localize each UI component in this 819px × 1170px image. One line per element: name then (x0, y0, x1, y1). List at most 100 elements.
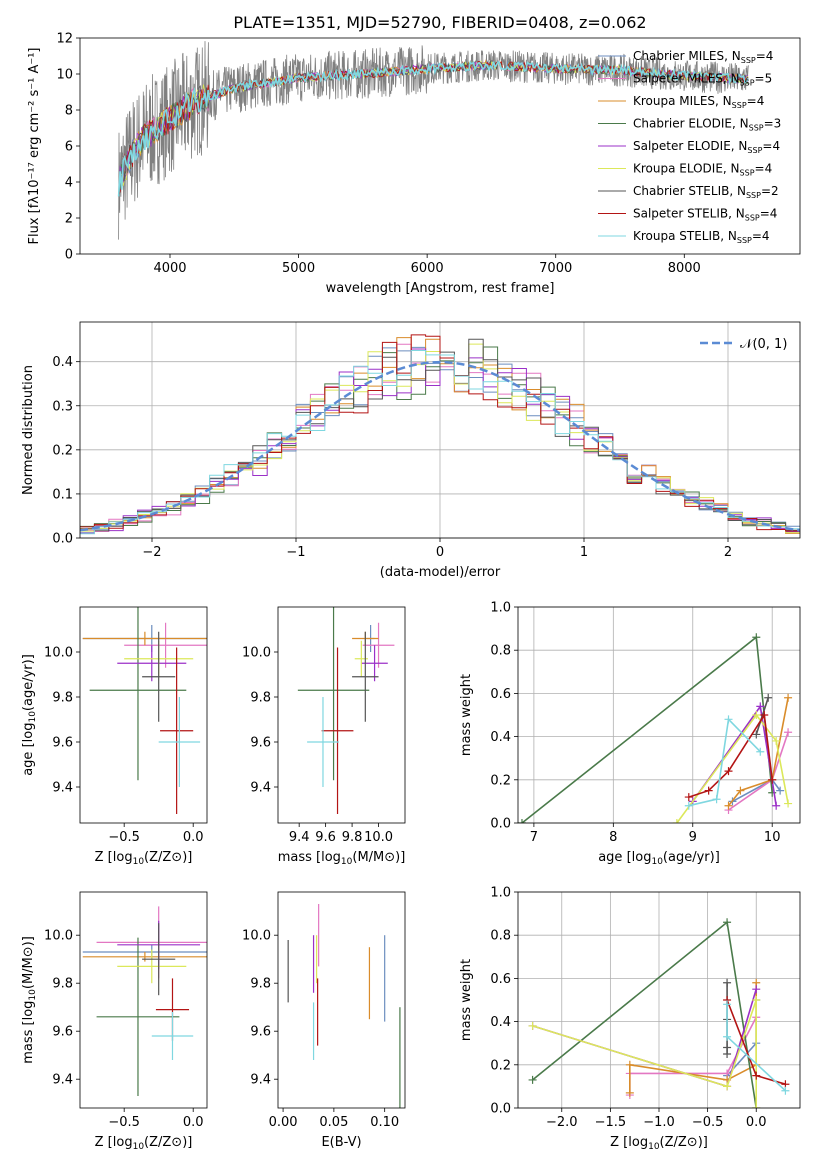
legend-label: Kroupa MILES, NSSP=4 (633, 94, 764, 110)
weight-marker (625, 1088, 634, 1097)
x-tick-label: 6000 (411, 261, 444, 276)
weight-marker (752, 730, 761, 739)
x-tick-label: 0.0 (183, 1115, 204, 1130)
weight-vs-metallicity-panel: −2.0 −1.5 −1.0 −0.5 0.0 0.0 0.2 0.4 0.6 0.8 1.0 Z [… (459, 886, 801, 1152)
axes-frame (79, 37, 801, 255)
legend-label: Kroupa ELODIE, NSSP=4 (633, 162, 772, 178)
y-tick-label: 10.0 (242, 929, 271, 944)
x-tick-label: 0.10 (370, 1115, 399, 1130)
weight-marker (760, 711, 769, 719)
x-tick-label: −0.5 (108, 830, 140, 845)
x-tick-label: −0.5 (108, 1115, 140, 1130)
weight-marker (752, 1071, 761, 1080)
weight-marker (772, 736, 781, 745)
figure-title: PLATE=1351, MJD=52790, FIBERID=0408, z=0… (233, 13, 646, 32)
model-spectrum-line (117, 60, 749, 197)
y-tick-label: 0.4 (490, 730, 511, 745)
y-tick-label: 0.2 (490, 773, 511, 788)
x-tick-label: 8000 (668, 261, 701, 276)
axes-frame (79, 606, 208, 824)
x-tick-label: 0 (436, 545, 444, 560)
plot-area (528, 918, 790, 1108)
y-tick-label: 1.0 (490, 601, 511, 616)
x-tick-label: 9.6 (315, 830, 336, 845)
y-tick-label: 0.3 (52, 399, 73, 414)
legend-label: Chabrier ELODIE, NSSP=3 (633, 117, 781, 133)
weight-marker (772, 801, 781, 810)
y-tick-label: 0.1 (52, 487, 73, 502)
legend-label: Chabrier MILES, NSSP=4 (633, 49, 773, 65)
weight-marker (724, 767, 733, 776)
weight-marker (784, 799, 793, 808)
y-tick-label: 2 (65, 212, 73, 227)
mass-vs-ebv-panel: 0.00 0.05 0.10 9.4 9.6 9.8 10.0 E(B-V) (242, 891, 406, 1150)
x-tick-label: 9.4 (289, 830, 310, 845)
x-axis-label: wavelength [Angstrom, rest frame] (326, 281, 555, 296)
weight-line (532, 999, 757, 1108)
weight-marker (764, 693, 773, 702)
y-tick-label: 4 (65, 176, 73, 191)
x-tick-label: 0.05 (319, 1115, 348, 1130)
x-tick-label: 0.0 (183, 830, 204, 845)
y-tick-label: 9.4 (52, 781, 73, 796)
x-tick-label: 2 (724, 545, 732, 560)
y-tick-label: 9.4 (52, 1073, 73, 1088)
weight-marker (704, 786, 713, 795)
weight-line (727, 697, 789, 807)
y-tick-label: 1.0 (490, 886, 511, 901)
x-tick-label: 0.0 (746, 1115, 767, 1130)
y-tick-label: 0 (65, 248, 73, 263)
axes-frame (517, 606, 801, 824)
y-tick-label: 0.8 (490, 929, 511, 944)
y-tick-label: 0.2 (52, 443, 73, 458)
y-tick-label: 9.6 (250, 736, 271, 751)
weight-marker (752, 1104, 761, 1108)
legend-label: Chabrier STELIB, NSSP=2 (633, 184, 779, 200)
x-axis-label: Z [log10(Z/Z⊙)] (95, 850, 193, 867)
y-tick-label: 8 (65, 104, 73, 119)
axes-frame (79, 891, 208, 1109)
weight-marker (752, 633, 761, 642)
y-tick-label: 9.8 (52, 691, 73, 706)
weight-marker (756, 747, 765, 756)
y-tick-label: 0.4 (52, 355, 73, 370)
weight-line (532, 920, 757, 1108)
x-tick-label: 8 (609, 830, 617, 845)
weight-marker (712, 795, 721, 804)
weight-marker (752, 711, 761, 719)
x-tick-label: −0.5 (692, 1115, 724, 1130)
x-tick-label: 10.0 (364, 830, 393, 845)
y-tick-label: 10 (56, 68, 73, 83)
weight-marker (736, 786, 745, 795)
plot-area (80, 334, 800, 535)
x-tick-label: −2 (142, 545, 161, 560)
weight-marker (756, 702, 765, 711)
weight-marker (724, 715, 733, 724)
weight-marker (723, 1082, 732, 1091)
axes-frame (517, 891, 801, 1109)
y-tick-label: 0.6 (490, 972, 511, 987)
weight-marker (684, 793, 693, 802)
y-tick-label: 10.0 (242, 646, 271, 661)
weight-marker (784, 693, 793, 702)
y-tick-label: 12 (56, 32, 73, 47)
x-tick-label: 7000 (539, 261, 572, 276)
weight-marker (528, 1075, 537, 1084)
x-tick-label: 9 (689, 830, 697, 845)
x-tick-label: 4000 (153, 261, 186, 276)
y-tick-label: 0.0 (490, 817, 511, 832)
spectrum-legend: Chabrier MILES, NSSP=4 Salpeter MILES, NS… (598, 49, 781, 245)
x-tick-label: 9.8 (342, 830, 363, 845)
x-axis-label: mass [log10(M/M⊙)] (278, 850, 406, 867)
x-axis-label: E(B-V) (321, 1135, 361, 1150)
y-tick-label: 9.6 (250, 1025, 271, 1040)
x-tick-label: 10 (764, 830, 781, 845)
weight-marker (672, 819, 681, 823)
spectrum-panel: 4000 5000 6000 7000 8000 0 2 4 6 8 10 12 wavelength … (27, 32, 801, 296)
y-tick-label: 6 (65, 140, 73, 155)
weight-marker (723, 1000, 732, 1009)
legend-label: Salpeter MILES, NSSP=5 (633, 72, 772, 88)
weight-marker (752, 985, 761, 994)
